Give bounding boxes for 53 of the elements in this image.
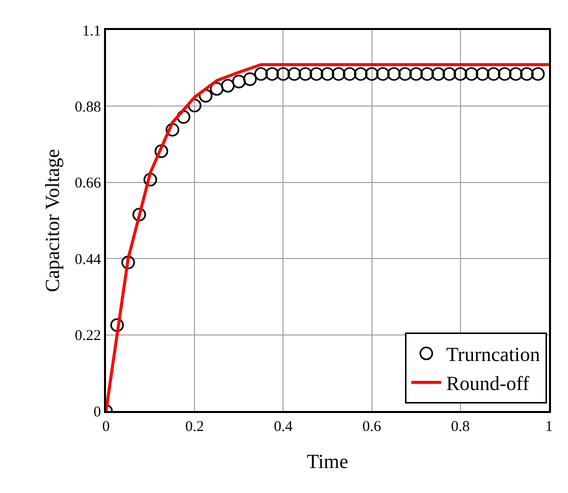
- point: [298, 67, 312, 81]
- point: [276, 67, 290, 81]
- y-tick-label: 0: [94, 404, 101, 420]
- point: [154, 144, 168, 158]
- point: [531, 67, 545, 81]
- x-tick-label: 0.8: [451, 419, 470, 435]
- point: [476, 67, 490, 81]
- point: [243, 72, 257, 86]
- y-tick-label: 1.1: [82, 23, 101, 40]
- point: [409, 67, 423, 81]
- point: [132, 208, 146, 222]
- point: [387, 67, 401, 81]
- y-tick-label: 0.44: [74, 252, 102, 268]
- point: [431, 67, 446, 81]
- point: [166, 122, 180, 137]
- point: [254, 67, 268, 81]
- x-tick-label: 0.6: [362, 419, 382, 435]
- point: [232, 74, 246, 88]
- y-axis-title: Capacitor Voltage: [42, 148, 64, 292]
- point: [287, 67, 302, 81]
- point: [508, 67, 523, 81]
- y-tick-label: 0.88: [74, 99, 101, 116]
- point: [365, 67, 379, 81]
- y-tick-label: 0.22: [74, 328, 101, 344]
- point: [221, 78, 235, 93]
- point: [310, 67, 324, 81]
- point: [121, 256, 135, 270]
- point: [420, 67, 434, 81]
- point: [265, 67, 279, 81]
- point: [442, 67, 456, 81]
- x-tick-label: 1: [545, 419, 553, 435]
- point: [342, 67, 356, 81]
- point: [398, 67, 412, 81]
- point: [486, 67, 500, 81]
- line-series: [106, 63, 549, 411]
- y-tick-label: 0.66: [74, 176, 102, 192]
- point: [498, 67, 512, 81]
- point: [454, 67, 468, 81]
- point: [520, 67, 534, 81]
- point: [110, 318, 124, 332]
- point: [354, 67, 368, 81]
- legend-label: Trurncation: [446, 344, 540, 366]
- point: [464, 67, 478, 81]
- point: [210, 82, 224, 96]
- point: [144, 172, 158, 186]
- x-axis-title: Time: [306, 451, 348, 473]
- point: [176, 110, 190, 124]
- point: [332, 67, 346, 81]
- x-tick-label: 0.4: [274, 419, 294, 435]
- x-tick-label: 0.2: [185, 419, 204, 435]
- legend-label: Round-off: [446, 373, 530, 396]
- point: [376, 67, 390, 81]
- point: [320, 67, 334, 81]
